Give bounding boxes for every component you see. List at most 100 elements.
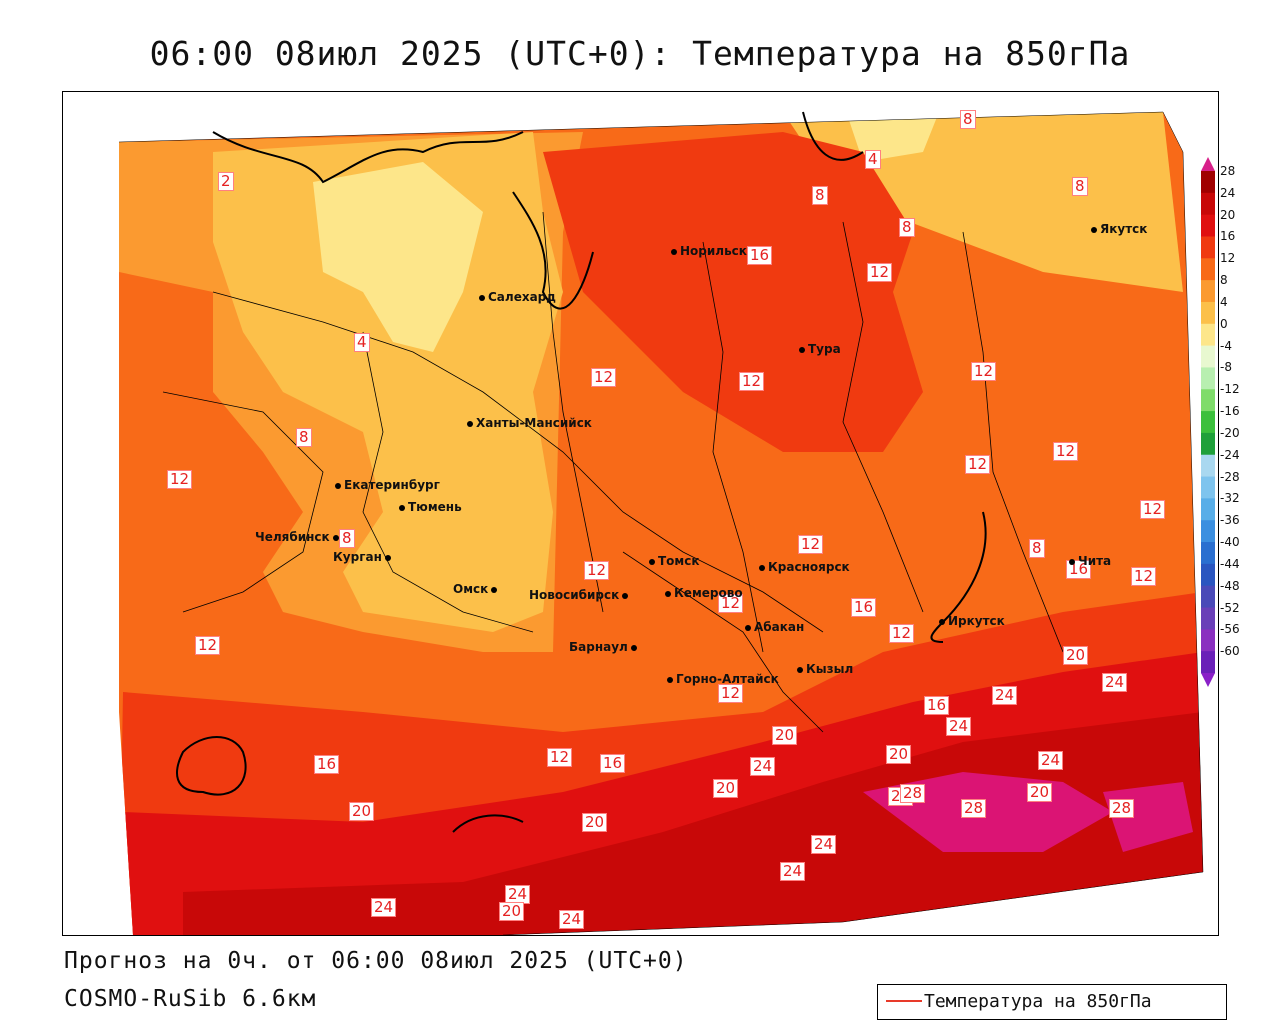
colorbar-swatch [1201,258,1215,281]
region-borders [162,211,1064,733]
isotherm-label: 16 [1066,560,1092,579]
city-label: Ханты-Мансийск [476,416,592,430]
isotherm-label: 28 [961,799,987,818]
city-marker [799,346,805,353]
isotherm-label: 8 [1029,539,1045,558]
isotherm-label: 12 [195,636,221,655]
colorbar-swatch [1201,367,1215,390]
isotherm-label: 24 [780,862,806,881]
coastlines [176,111,987,833]
city-tura: Тура [799,342,841,356]
city-label: Екатеринбург [344,478,440,492]
legend: Температура на 850гПа [877,984,1227,1020]
isotherm-label: 20 [582,813,608,832]
isotherm-label: 12 [167,470,193,489]
city-marker [667,676,673,683]
city-label: Кызыл [806,662,854,676]
colorbar-swatch [1201,542,1215,565]
city-gorno-altaysk: Горно-Алтайск [667,672,779,686]
isotherm-label: 24 [1102,673,1128,692]
colorbar-swatch [1201,520,1215,543]
city-krasnoyarsk: Красноярск [759,560,850,574]
colorbar-swatch [1201,454,1215,478]
city-khanty-mansiysk: Ханты-Мансийск [467,416,592,430]
city-marker [1069,558,1075,565]
isotherm-label: 12 [889,624,915,643]
city-label: Абакан [754,620,805,634]
colorbar-swatch [1201,171,1215,194]
city-marker [335,482,341,489]
city-marker [399,504,405,511]
isotherm-label: 8 [296,428,312,447]
isotherm-label: 16 [747,246,773,265]
colorbar-tick-label: -4 [1220,338,1232,353]
isotherm-label: 16 [314,755,340,774]
isotherm-label: 16 [924,696,950,715]
city-chita: Чита [1069,554,1111,568]
isotherm-label: 24 [992,686,1018,705]
isotherm-label: 16 [851,598,877,617]
city-marker [759,564,765,571]
city-label: Омск [453,582,489,596]
model-name: COSMO-RuSib 6.6км [64,986,317,1012]
isotherm-label: 24 [811,835,837,854]
city-abakan: Абакан [745,620,804,634]
colorbar-tick-label: -48 [1220,578,1240,593]
city-marker [622,592,629,599]
colorbar [1201,157,1215,687]
colorbar-tick-label: 20 [1220,207,1236,222]
isotherm-label: 12 [547,748,573,767]
colorbar-swatch [1201,214,1215,237]
colorbar-swatch [1201,280,1215,303]
city-label: Тюмень [408,500,462,514]
city-label: Салехард [488,290,556,304]
colorbar-tick-label: 0 [1220,316,1228,331]
city-label: Чита [1078,554,1112,568]
forecast-info: Прогноз на 0ч. от 06:00 08июл 2025 (UTC+… [64,948,688,974]
colorbar-swatch [1201,476,1215,499]
city-label: Новосибирск [529,588,620,602]
colorbar-tick-label: -24 [1220,447,1240,462]
city-label: Томск [658,554,700,568]
colorbar-swatch [1201,563,1215,587]
isotherm-label: 12 [584,561,610,580]
colorbar-swatch [1201,345,1215,368]
city-label: Норильск [680,244,747,258]
colorbar-tick-label: -52 [1220,600,1240,615]
colorbar-tick-label: 12 [1220,251,1236,266]
city-label: Тура [808,342,841,356]
city-marker [745,624,751,631]
temperature-map [118,111,1204,935]
colorbar-bottom-arrow [1201,673,1215,687]
isotherm-label: 12 [739,372,765,391]
city-yekaterinburg: Екатеринбург [335,478,440,492]
colorbar-swatch [1201,629,1215,652]
city-yakutsk: Якутск [1091,222,1147,236]
isotherm-label: 24 [371,898,397,917]
colorbar-swatch [1201,323,1215,347]
colorbar-swatch [1201,607,1215,630]
colorbar-swatch [1201,651,1215,674]
city-marker [665,590,671,597]
colorbar-tick-label: -20 [1220,425,1240,440]
city-marker [671,248,677,255]
city-omsk: Омск [453,582,500,596]
colorbar-swatch [1201,192,1215,216]
colorbar-swatch [1201,389,1215,412]
colorbar-tick-label: -60 [1220,644,1240,659]
isotherm-label: 2 [218,172,234,191]
city-marker [467,420,473,427]
isotherm-label: 12 [971,362,997,381]
temp-field-24 [183,712,1203,935]
city-norilsk: Норильск [671,244,747,258]
city-marker [797,666,803,673]
city-marker [332,534,339,541]
city-kemerovo: Кемерово [665,586,743,600]
colorbar-swatch [1201,236,1215,259]
isotherm-label: 20 [499,902,525,921]
isotherm-label: 28 [900,784,926,803]
city-salekhard: Салехард [479,290,556,304]
isotherm-label: 20 [1027,783,1053,802]
city-marker [384,554,391,561]
colorbar-swatches [1201,157,1215,687]
